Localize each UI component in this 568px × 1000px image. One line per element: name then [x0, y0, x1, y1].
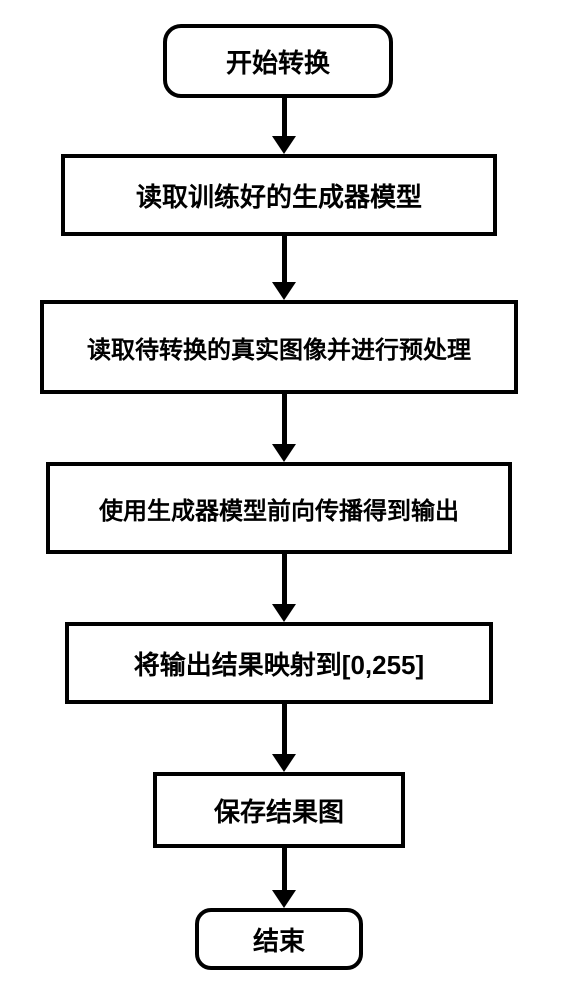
flow-arrow [272, 848, 296, 908]
flow-node-read-image: 读取待转换的真实图像并进行预处理 [40, 300, 518, 394]
flow-node-label: 开始转换 [226, 43, 330, 80]
flow-node-label: 保存结果图 [214, 792, 344, 829]
flow-arrow [272, 236, 296, 300]
flow-node-label: 结束 [253, 921, 305, 958]
flow-node-label: 将输出结果映射到[0,255] [134, 645, 424, 682]
flow-node-forward-prop: 使用生成器模型前向传播得到输出 [46, 462, 512, 554]
flow-node-map-output: 将输出结果映射到[0,255] [65, 622, 493, 704]
flow-node-end: 结束 [195, 908, 363, 970]
flow-node-start: 开始转换 [163, 24, 393, 98]
flow-arrow [272, 394, 296, 462]
flow-node-save-result: 保存结果图 [153, 772, 405, 848]
flow-arrow [272, 704, 296, 772]
flow-node-label: 使用生成器模型前向传播得到输出 [99, 491, 459, 526]
flow-node-label: 读取训练好的生成器模型 [136, 177, 422, 214]
flow-node-label: 读取待转换的真实图像并进行预处理 [87, 330, 471, 365]
flow-node-load-model: 读取训练好的生成器模型 [61, 154, 497, 236]
flow-arrow [272, 98, 296, 154]
flow-arrow [272, 554, 296, 622]
